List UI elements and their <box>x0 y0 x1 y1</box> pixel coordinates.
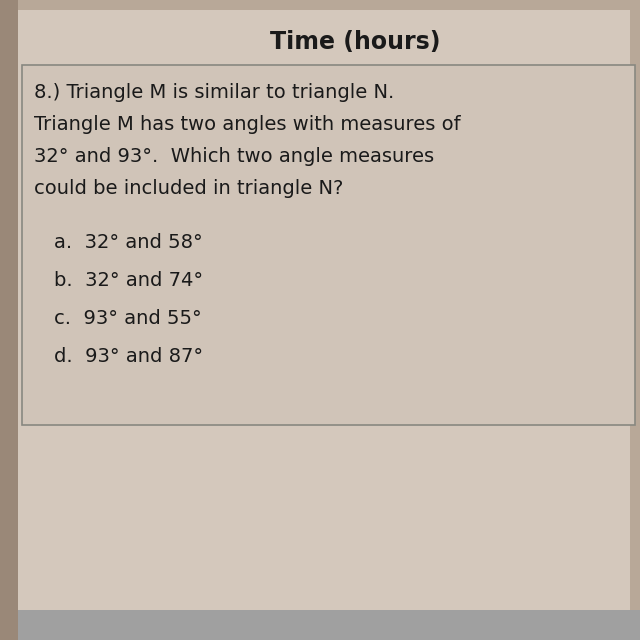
Text: a.  32° and 58°: a. 32° and 58° <box>54 233 203 252</box>
Text: 32° and 93°.  Which two angle measures: 32° and 93°. Which two angle measures <box>34 147 434 166</box>
FancyBboxPatch shape <box>0 0 18 640</box>
Text: Triangle M has two angles with measures of: Triangle M has two angles with measures … <box>34 115 461 134</box>
FancyBboxPatch shape <box>10 10 630 620</box>
Text: 8.) Triangle M is similar to triangle N.: 8.) Triangle M is similar to triangle N. <box>34 83 394 102</box>
FancyBboxPatch shape <box>0 610 640 640</box>
Text: b.  32° and 74°: b. 32° and 74° <box>54 271 203 290</box>
Text: could be included in triangle N?: could be included in triangle N? <box>34 179 344 198</box>
Text: Time (hours): Time (hours) <box>269 30 440 54</box>
Text: c.  93° and 55°: c. 93° and 55° <box>54 309 202 328</box>
FancyBboxPatch shape <box>22 65 635 425</box>
Text: d.  93° and 87°: d. 93° and 87° <box>54 347 203 366</box>
